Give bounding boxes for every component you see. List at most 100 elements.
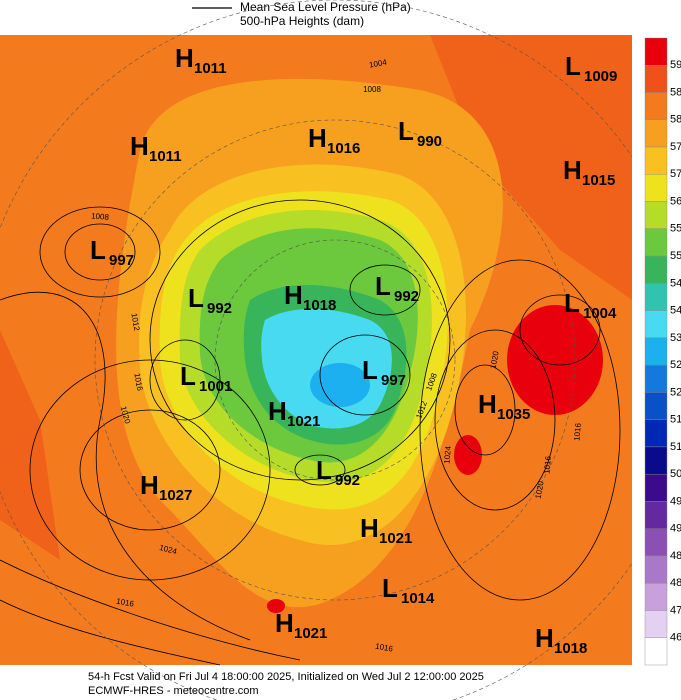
center-labels: 1004100810081012101610201024101610201024… bbox=[90, 43, 617, 657]
pressure-center: H 1018 bbox=[535, 623, 587, 657]
center-value: 1001 bbox=[199, 378, 232, 395]
center-value: 1027 bbox=[159, 487, 192, 504]
center-value: 1011 bbox=[149, 148, 182, 165]
colorbar-cell bbox=[644, 37, 668, 66]
colorbar-cell bbox=[644, 201, 668, 230]
center-value: 997 bbox=[109, 252, 134, 269]
center-value: 992 bbox=[394, 288, 419, 305]
center-value: 992 bbox=[207, 300, 232, 317]
center-value: 990 bbox=[417, 133, 442, 150]
pressure-center: L 990 bbox=[398, 116, 442, 150]
colorbar-label: 480 bbox=[670, 577, 681, 589]
colorbar-label: 468 bbox=[670, 632, 681, 644]
center-value: 1018 bbox=[303, 297, 336, 314]
isobar-label: 1024 bbox=[442, 445, 453, 464]
map-region bbox=[310, 363, 370, 407]
center-type: H bbox=[140, 470, 159, 500]
pressure-center: H 1011 bbox=[130, 131, 182, 165]
footer-line1: 54-h Fcst Valid on Fri Jul 4 18:00:00 20… bbox=[88, 671, 484, 683]
map-region bbox=[0, 330, 60, 560]
pressure-center: H 1011 bbox=[175, 43, 227, 77]
pressure-center: L 992 bbox=[316, 455, 360, 489]
pressure-center: H 1021 bbox=[275, 608, 327, 642]
pressure-center: H 1035 bbox=[478, 389, 530, 423]
center-value: 1018 bbox=[554, 640, 587, 657]
map-region bbox=[454, 435, 482, 475]
isobars bbox=[0, 199, 621, 666]
colorbar-label: 498 bbox=[670, 495, 681, 507]
center-value: 997 bbox=[381, 372, 406, 389]
isobar-label: 1008 bbox=[91, 211, 110, 222]
center-type: H bbox=[284, 280, 303, 310]
center-type: H bbox=[535, 623, 554, 653]
colorbar-cell bbox=[644, 473, 668, 502]
pressure-center: L 992 bbox=[375, 271, 419, 305]
center-value: 1014 bbox=[401, 590, 435, 607]
isobar-label: 1016 bbox=[542, 455, 553, 474]
center-type: L bbox=[398, 116, 414, 146]
pressure-center: H 1018 bbox=[284, 280, 336, 314]
center-type: L bbox=[362, 355, 378, 385]
isobar-label: 1004 bbox=[368, 58, 388, 70]
colorbar-label: 558 bbox=[670, 223, 681, 235]
center-value: 1009 bbox=[584, 68, 617, 85]
colorbar-label: 516 bbox=[670, 414, 681, 426]
colorbar-label: 528 bbox=[670, 359, 681, 371]
pressure-center: L 1001 bbox=[180, 361, 232, 395]
isobar-label: 1016 bbox=[116, 597, 136, 609]
isobar-label: 1016 bbox=[375, 642, 395, 654]
colorbar-cell bbox=[644, 419, 668, 448]
center-value: 1016 bbox=[327, 140, 360, 157]
center-type: L bbox=[180, 361, 196, 391]
colorbar-cell bbox=[644, 337, 668, 366]
colorbar-cell bbox=[644, 610, 668, 638]
center-type: L bbox=[564, 288, 580, 318]
colorbar-cell bbox=[644, 583, 668, 611]
isobar-label: 1020 bbox=[489, 350, 501, 370]
footer-line2: ECMWF-HRES - meteocentre.com bbox=[88, 685, 259, 697]
pressure-center: H 1021 bbox=[360, 513, 412, 547]
map-region bbox=[430, 35, 632, 300]
center-value: 1021 bbox=[287, 413, 320, 430]
center-type: H bbox=[360, 513, 379, 543]
center-type: H bbox=[478, 389, 497, 419]
map-region bbox=[267, 599, 285, 613]
pressure-center: L 997 bbox=[90, 235, 134, 269]
colorbar-cell bbox=[644, 283, 668, 311]
pressure-center: L 1014 bbox=[382, 573, 435, 607]
center-type: L bbox=[316, 455, 332, 485]
colorbar-label: 582 bbox=[670, 114, 681, 126]
colorbar: 594 588 582 576 570 564 558 552 546 540 534 528 522 5… bbox=[644, 37, 681, 666]
legend-fill-label: 500-hPa Heights (dam) bbox=[240, 14, 364, 28]
colorbar-cell bbox=[644, 528, 668, 557]
isobar-label: 1016 bbox=[572, 422, 583, 441]
colorbar-label: 534 bbox=[670, 332, 681, 344]
isobar-label: 1008 bbox=[363, 85, 381, 94]
colorbar-label: 486 bbox=[670, 550, 681, 562]
colorbar-label: 492 bbox=[670, 523, 681, 535]
colorbar-cell bbox=[644, 146, 668, 175]
pressure-center: H 1015 bbox=[563, 155, 615, 189]
colorbar-label: 510 bbox=[670, 441, 681, 453]
center-type: H bbox=[308, 123, 327, 153]
center-value: 1021 bbox=[294, 625, 327, 642]
pressure-center: L 997 bbox=[362, 355, 406, 389]
colorbar-label: 504 bbox=[670, 468, 681, 480]
pressure-center: L 992 bbox=[188, 283, 232, 317]
colorbar-cell bbox=[644, 501, 668, 529]
center-type: L bbox=[565, 51, 581, 81]
center-value: 992 bbox=[335, 472, 360, 489]
pressure-center: H 1016 bbox=[308, 123, 360, 157]
colorbar-label: 546 bbox=[670, 277, 681, 289]
map-region bbox=[507, 305, 603, 415]
colorbar-cell bbox=[644, 555, 668, 584]
colorbar-label: 570 bbox=[670, 168, 681, 180]
center-type: L bbox=[375, 271, 391, 301]
colorbar-label: 522 bbox=[670, 386, 681, 398]
pressure-center: L 1004 bbox=[564, 288, 617, 322]
center-type: L bbox=[188, 283, 204, 313]
colorbar-cell bbox=[644, 364, 668, 393]
center-type: H bbox=[563, 155, 582, 185]
